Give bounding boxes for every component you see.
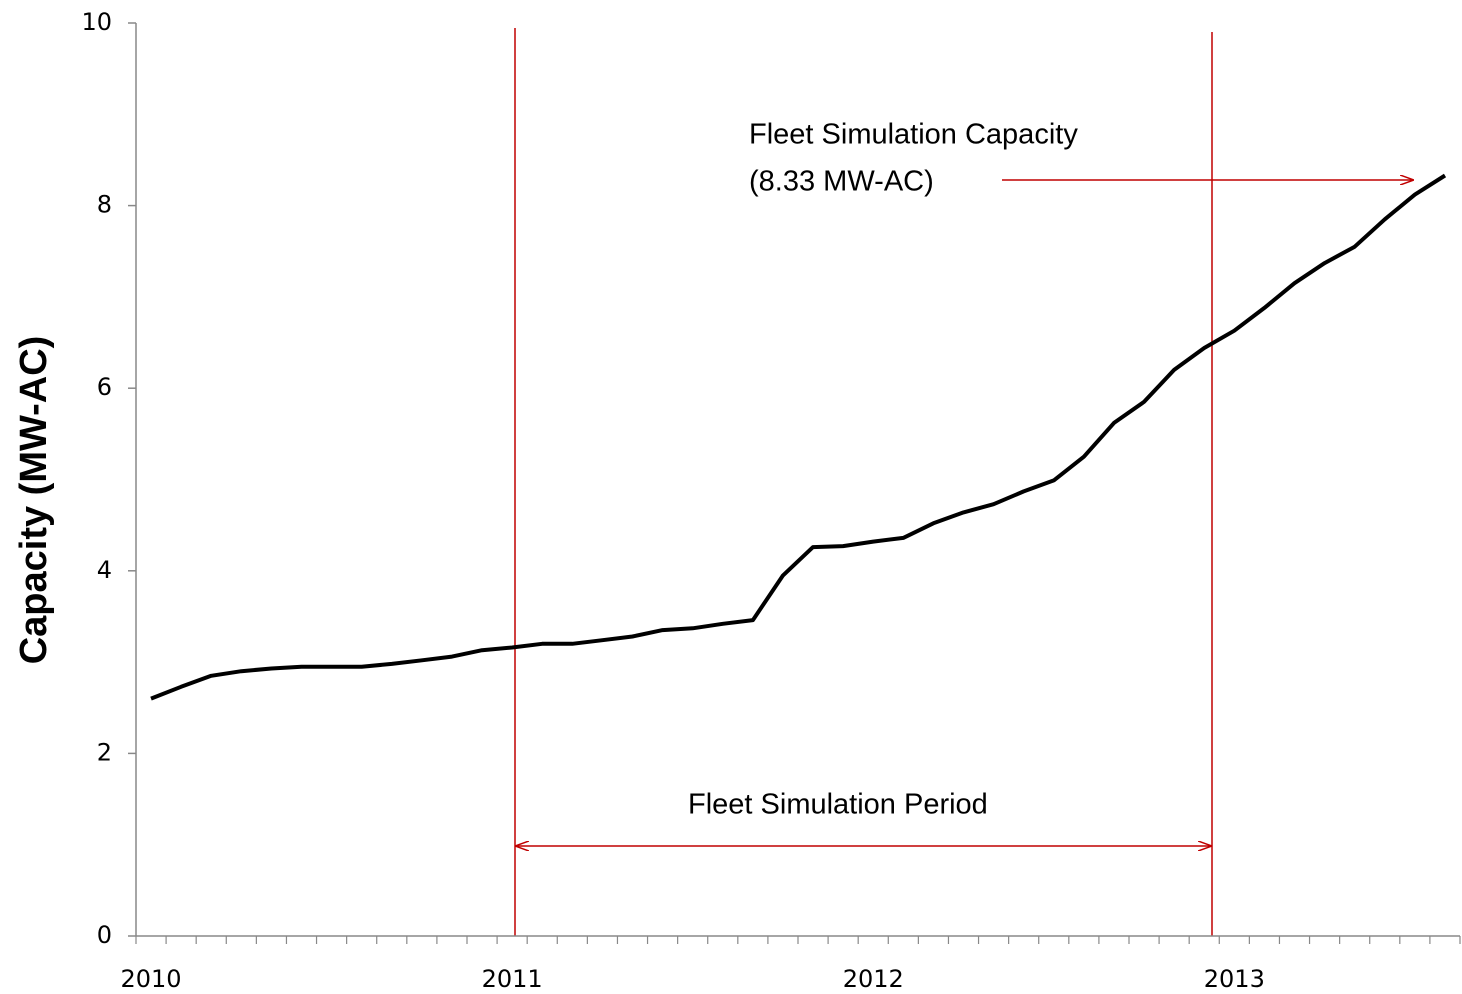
x-tick-label: 2011 xyxy=(482,965,543,993)
y-tick-label: 8 xyxy=(97,191,112,219)
x-tick-label: 2013 xyxy=(1204,965,1265,993)
y-tick-label: 4 xyxy=(97,556,112,584)
y-tick-label: 10 xyxy=(81,8,112,36)
annotation: Fleet Simulation Period xyxy=(688,789,988,821)
y-tick-label: 6 xyxy=(97,373,112,401)
annotation: (8.33 MW-AC) xyxy=(749,166,934,198)
y-axis-label: Capacity (MW-AC) xyxy=(13,336,55,665)
line-series xyxy=(150,173,1447,701)
x-tick-label: 2012 xyxy=(843,965,904,993)
x-tick-label: 2010 xyxy=(121,965,182,993)
y-tick-label: 2 xyxy=(97,738,112,766)
annotation: Fleet Simulation Capacity xyxy=(749,119,1078,151)
y-tick-label: 0 xyxy=(97,921,112,949)
